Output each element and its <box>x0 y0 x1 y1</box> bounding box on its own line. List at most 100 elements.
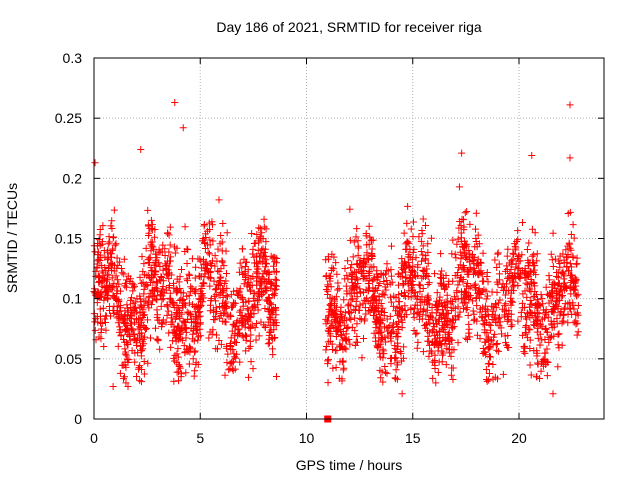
data-point <box>142 244 150 252</box>
data-point <box>473 302 481 310</box>
data-point <box>238 264 246 272</box>
data-point <box>116 258 124 266</box>
data-point <box>387 360 395 368</box>
data-point <box>181 349 189 357</box>
data-point <box>514 253 522 261</box>
data-point <box>558 293 566 301</box>
data-point-outlier <box>549 390 557 398</box>
data-point <box>417 237 425 245</box>
data-point <box>354 276 362 284</box>
data-point <box>386 280 394 288</box>
data-point <box>113 254 121 262</box>
data-point <box>211 286 219 294</box>
data-point <box>520 343 528 351</box>
data-point <box>555 330 563 338</box>
data-point <box>247 358 255 366</box>
x-tick-label: 15 <box>405 430 421 446</box>
data-point <box>538 295 546 303</box>
data-point <box>398 316 406 324</box>
data-point <box>94 248 102 256</box>
data-point <box>556 260 564 268</box>
data-point <box>133 316 141 324</box>
data-point <box>260 215 268 223</box>
data-point <box>342 316 350 324</box>
data-point <box>205 250 213 258</box>
data-point <box>103 287 111 295</box>
data-point <box>100 343 108 351</box>
data-point <box>462 306 470 314</box>
data-point <box>227 342 235 350</box>
data-point <box>207 297 215 305</box>
data-point <box>486 352 494 360</box>
data-point <box>479 249 487 257</box>
data-point <box>544 313 552 321</box>
data-point <box>438 267 446 275</box>
data-point <box>425 279 433 287</box>
data-point <box>185 360 193 368</box>
data-point <box>525 239 533 247</box>
data-point <box>526 326 534 334</box>
data-point <box>242 274 250 282</box>
data-point <box>387 298 395 306</box>
data-point <box>322 273 330 281</box>
data-point <box>531 229 539 237</box>
data-point <box>347 316 355 324</box>
data-point <box>381 283 389 291</box>
data-point <box>116 323 124 331</box>
data-point <box>107 259 115 267</box>
data-point <box>553 273 561 281</box>
data-point <box>390 292 398 300</box>
data-point <box>387 266 395 274</box>
data-point <box>469 257 477 265</box>
data-point <box>210 308 218 316</box>
data-point <box>408 255 416 263</box>
data-point <box>164 303 172 311</box>
data-point <box>183 292 191 300</box>
data-point <box>554 268 562 276</box>
data-point <box>253 231 261 239</box>
data-point <box>183 245 191 253</box>
data-point <box>161 252 169 260</box>
data-point <box>523 245 531 253</box>
data-point <box>116 314 124 322</box>
data-point <box>99 304 107 312</box>
data-point <box>555 288 563 296</box>
data-point <box>416 312 424 320</box>
data-point <box>220 262 228 270</box>
data-point <box>243 258 251 266</box>
data-point <box>353 333 361 341</box>
data-point <box>534 296 542 304</box>
data-point <box>489 307 497 315</box>
data-point <box>353 289 361 297</box>
data-point <box>122 338 130 346</box>
data-point <box>460 263 468 271</box>
data-point <box>567 305 575 313</box>
data-point <box>207 274 215 282</box>
data-point <box>521 304 529 312</box>
data-point <box>399 266 407 274</box>
data-point <box>542 283 550 291</box>
data-point <box>215 196 223 204</box>
data-point <box>122 351 130 359</box>
data-point <box>549 229 557 237</box>
data-point <box>212 285 220 293</box>
data-point <box>497 324 505 332</box>
data-point <box>149 297 157 305</box>
data-point <box>478 277 486 285</box>
data-point <box>138 329 146 337</box>
data-point <box>96 231 104 239</box>
data-point <box>446 349 454 357</box>
data-point <box>325 272 333 280</box>
data-point <box>443 321 451 329</box>
data-point <box>254 265 261 273</box>
data-point <box>175 306 183 314</box>
data-point <box>175 278 183 286</box>
data-point <box>255 296 263 304</box>
data-point <box>177 295 185 303</box>
data-point <box>404 238 412 246</box>
data-point <box>230 338 238 346</box>
data-point <box>510 281 518 289</box>
data-point <box>381 291 389 299</box>
data-point <box>230 358 238 366</box>
data-point <box>484 360 492 368</box>
